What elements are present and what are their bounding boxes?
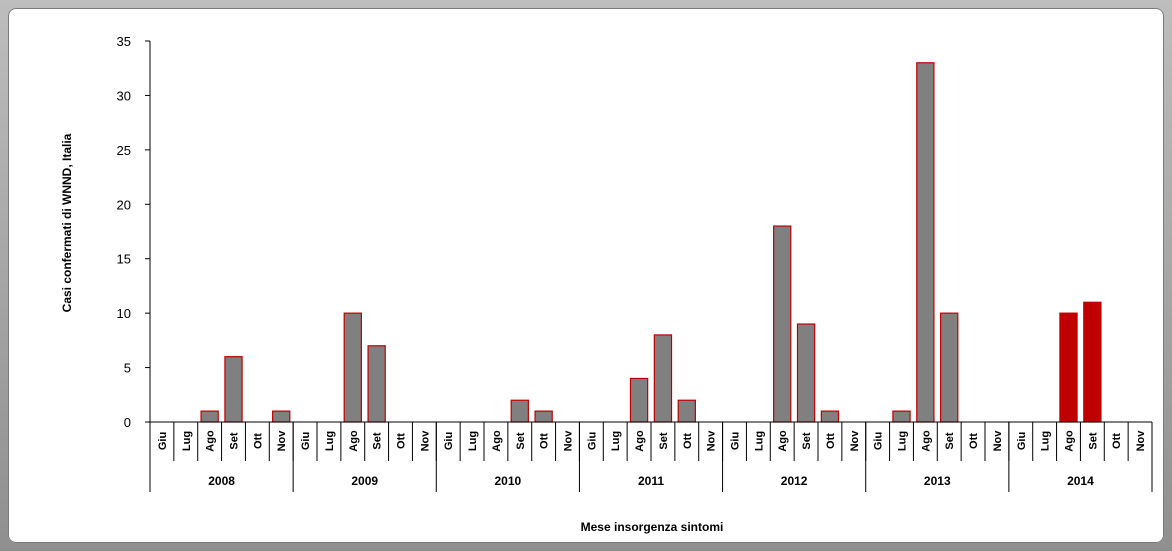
- bar-2013-lug: [892, 410, 911, 423]
- month-tick-label: Lug: [467, 431, 479, 451]
- month-tick-label: Lug: [181, 431, 193, 451]
- y-tick-label: 0: [124, 415, 131, 430]
- y-tick-label: 25: [117, 143, 131, 158]
- bar-2010-set: [510, 399, 529, 423]
- year-tick-label: 2010: [495, 474, 522, 488]
- bar-2011-ago: [629, 377, 649, 423]
- y-tick-label: 15: [117, 252, 131, 267]
- bar-2012-ago: [773, 225, 792, 423]
- y-axis: 0 5 10 15 20 25 30 35: [117, 34, 151, 430]
- bar-2011-set: [653, 334, 673, 423]
- month-tick-label: Set: [801, 432, 813, 449]
- y-tick-label: 35: [117, 34, 131, 49]
- month-tick-label: Ago: [491, 430, 503, 452]
- y-tick-label: 20: [117, 197, 131, 212]
- month-tick-label: Giu: [157, 432, 169, 450]
- month-tick-label: Set: [229, 432, 241, 449]
- month-tick-label: Ott: [396, 433, 408, 449]
- bar-2012-ott: [820, 410, 840, 423]
- month-tick-label: Ott: [682, 433, 694, 449]
- year-tick-label: 2009: [351, 474, 378, 488]
- bar-2008-set: [224, 356, 243, 423]
- month-tick-label: Lug: [753, 431, 765, 451]
- bar-2013-set: [940, 312, 959, 423]
- bar-2008-nov: [272, 410, 291, 423]
- month-tick-label: Nov: [1135, 430, 1147, 452]
- bars: [200, 62, 1102, 423]
- month-tick-label: Giu: [730, 432, 742, 450]
- month-tick-label: Nov: [706, 430, 718, 452]
- bar-2010-ott: [534, 410, 553, 423]
- y-tick-label: 30: [117, 88, 131, 103]
- month-tick-label: Ott: [252, 433, 264, 449]
- month-tick-label: Set: [658, 432, 670, 449]
- bar-2009-set: [367, 345, 386, 423]
- bar-2012-set: [796, 323, 816, 423]
- bar-2008-ago: [200, 410, 219, 423]
- month-tick-label: Ott: [1111, 433, 1123, 449]
- month-tick-label: Lug: [1040, 431, 1052, 451]
- bar-2011-ott: [677, 399, 696, 423]
- month-tick-label: Set: [944, 432, 956, 449]
- month-tick-label: Ago: [348, 430, 360, 452]
- x-axis-title: Mese insorgenza sintomi: [581, 520, 724, 534]
- month-tick-label: Giu: [443, 432, 455, 450]
- month-tick-label: Ago: [205, 430, 217, 452]
- month-tick-label: Ott: [539, 433, 551, 449]
- chart-panel: [8, 8, 1164, 543]
- month-tick-label: Giu: [300, 432, 312, 450]
- y-tick-label: 5: [124, 361, 131, 376]
- month-tick-label: Lug: [610, 431, 622, 451]
- year-tick-label: 2011: [638, 474, 664, 488]
- month-tick-label: Ago: [920, 430, 932, 452]
- month-tick-label: Lug: [897, 431, 909, 451]
- year-tick-label: 2008: [208, 474, 235, 488]
- month-tick-label: Giu: [1016, 432, 1028, 450]
- month-tick-label: Set: [515, 432, 527, 449]
- bar-2013-ago: [916, 62, 935, 423]
- month-tick-label: Nov: [276, 430, 288, 452]
- y-tick-label: 10: [117, 306, 131, 321]
- month-tick-label: Giu: [873, 432, 885, 450]
- month-tick-label: Giu: [586, 432, 598, 450]
- month-tick-label: Ott: [825, 433, 837, 449]
- month-tick-label: Ago: [777, 430, 789, 452]
- month-tick-label: Lug: [324, 431, 336, 451]
- month-tick-label: Set: [372, 432, 384, 449]
- month-tick-label: Nov: [992, 430, 1004, 452]
- month-tick-label: Ott: [968, 433, 980, 449]
- y-axis-title: Casi confermati di WNND, Italia: [60, 133, 74, 312]
- month-tick-label: Nov: [849, 430, 861, 452]
- month-tick-label: Nov: [419, 430, 431, 452]
- year-tick-label: 2014: [1067, 474, 1094, 488]
- month-tick-label: Nov: [563, 430, 575, 452]
- x-axis: Giu Lug Ago Set Ott Nov 2008 Giu Lug Ago Set Ott Nov…: [149, 421, 1153, 492]
- month-tick-label: Ago: [634, 430, 646, 452]
- bar-2014-set: [1083, 301, 1102, 423]
- year-tick-label: 2012: [781, 474, 808, 488]
- year-tick-label: 2013: [924, 474, 951, 488]
- bar-2014-ago: [1059, 312, 1078, 423]
- month-tick-label: Ago: [1064, 430, 1076, 452]
- bar-2009-ago: [343, 312, 362, 423]
- month-tick-label: Set: [1087, 432, 1099, 449]
